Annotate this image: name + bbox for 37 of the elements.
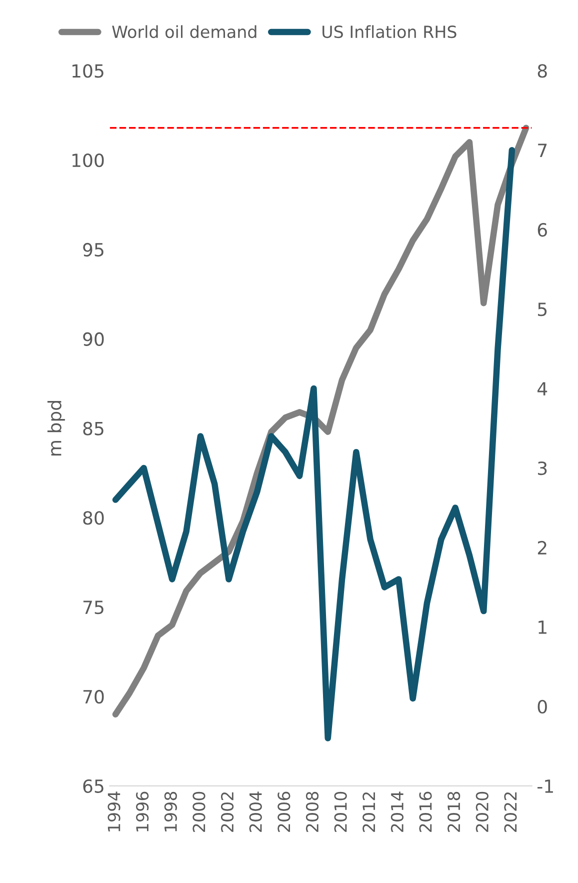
x-tick-label: 2008 [306, 792, 319, 832]
y-tick-label: 100 [72, 154, 104, 168]
x-tick-label: 2020 [476, 792, 488, 832]
x-tick-label: 2006 [278, 792, 290, 832]
y-tick-label: 75 [83, 600, 104, 614]
y2-tick-label: 5 [538, 302, 547, 316]
x-tick-label: 2012 [362, 792, 376, 832]
x-tick-label: 1994 [108, 792, 120, 832]
x-tick-label: 2004 [249, 792, 262, 832]
y2-tick-label: 1 [538, 620, 546, 634]
y-tick-label: 90 [83, 332, 104, 346]
x-tick-label: 1996 [136, 792, 149, 832]
x-tick-label: 2014 [390, 792, 404, 832]
legend-label: US Inflation RHS [322, 25, 456, 38]
x-tick-label: 2010 [334, 792, 347, 832]
y2-tick-label: 3 [538, 461, 547, 476]
y-tick-label: 70 [83, 690, 104, 704]
x-tick-label: 2022 [504, 792, 517, 832]
x-tick-label: 2016 [419, 792, 432, 832]
x-tick-label: 2000 [192, 792, 206, 832]
y2-tick-label: 0 [538, 700, 547, 714]
y-tick-label: 105 [72, 64, 104, 78]
y-tick-label: 95 [83, 242, 104, 257]
x-tick-label: 2002 [220, 792, 234, 832]
y2-tick-label: -1 [538, 780, 553, 793]
legend-label: World oil demand [112, 25, 256, 38]
y2-tick-label: 6 [538, 223, 547, 237]
y2-tick-label: 7 [538, 144, 547, 157]
y-axis-title: m bpd [47, 401, 65, 456]
y2-tick-label: 8 [538, 64, 547, 78]
y-tick-label: 80 [83, 511, 104, 525]
y-tick-label: 65 [83, 779, 104, 793]
y2-tick-label: 4 [538, 382, 548, 396]
y-tick-label: 85 [83, 422, 104, 436]
x-tick-label: 2018 [448, 792, 460, 832]
x-tick-label: 1998 [164, 792, 177, 832]
y2-tick-label: 2 [538, 540, 546, 554]
